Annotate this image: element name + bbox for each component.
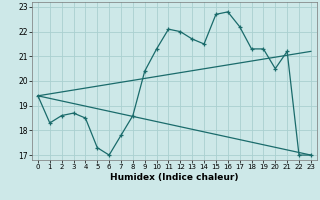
X-axis label: Humidex (Indice chaleur): Humidex (Indice chaleur) xyxy=(110,173,239,182)
